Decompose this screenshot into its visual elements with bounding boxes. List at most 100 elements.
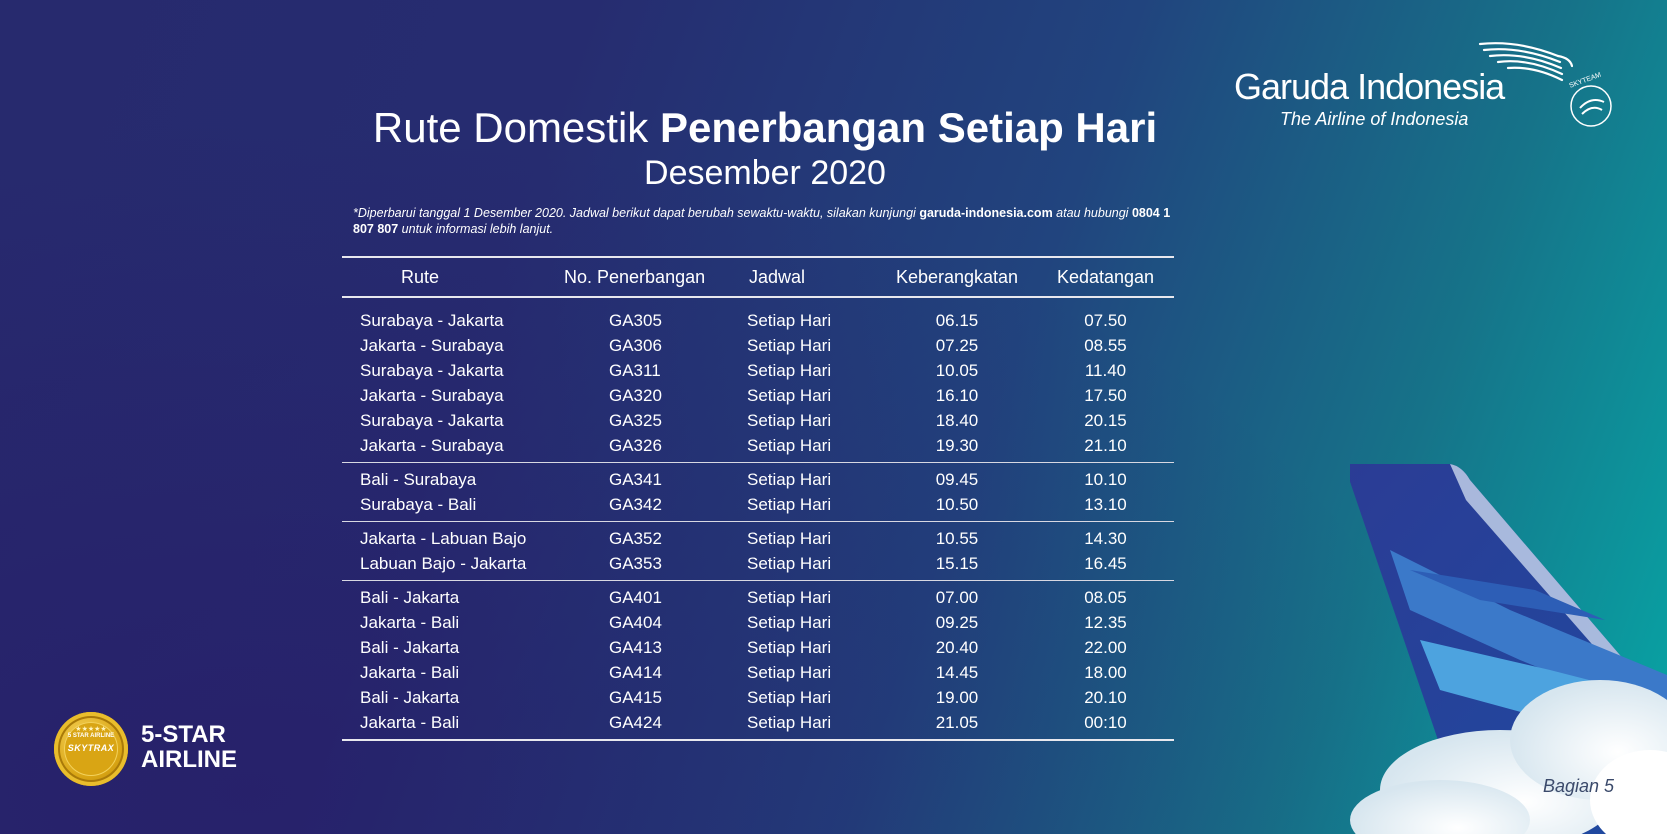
- cell-arrival: 16.45: [1084, 553, 1127, 573]
- garuda-indonesia-logo: Garuda Indonesia The Airline of Indonesi…: [1230, 40, 1630, 140]
- skyteam-logo-icon: SKYTEAM: [1568, 72, 1612, 127]
- table-row: Bali - Jakarta GA413 Setiap Hari 20.40 22.00: [342, 635, 1174, 660]
- cell-schedule: Setiap Hari: [747, 385, 832, 405]
- cell-flight-number: GA342: [609, 494, 662, 514]
- cell-schedule: Setiap Hari: [747, 528, 832, 548]
- cell-departure: 19.00: [935, 687, 979, 707]
- cell-arrival: 07.50: [1084, 310, 1127, 330]
- cell-schedule: Setiap Hari: [747, 410, 832, 430]
- note-text-1: *Diperbarui tanggal 1 Desember 2020. Jad…: [353, 206, 916, 220]
- cell-route: Jakarta - Bali: [360, 662, 460, 682]
- five-star-label: 5-STAR AIRLINE: [141, 722, 237, 772]
- update-note: *Diperbarui tanggal 1 Desember 2020. Jad…: [353, 205, 1173, 237]
- page-subtitle: Desember 2020: [644, 154, 886, 192]
- cell-departure: 06.15: [935, 310, 979, 330]
- table-row: Jakarta - Surabaya GA306 Setiap Hari 07.25 0…: [342, 333, 1174, 358]
- cell-route: Jakarta - Surabaya: [360, 335, 504, 355]
- brand-name: Garuda Indonesia: [1234, 66, 1505, 107]
- cell-route: Surabaya - Jakarta: [360, 410, 504, 430]
- cell-arrival: 00:10: [1084, 712, 1127, 732]
- five-star-line-2: AIRLINE: [141, 746, 237, 773]
- cell-route: Surabaya - Jakarta: [360, 310, 504, 330]
- badge-inner: [64, 722, 118, 776]
- cell-flight-number: GA414: [609, 662, 662, 682]
- cell-schedule: Setiap Hari: [747, 435, 832, 455]
- cell-arrival: 18.00: [1084, 662, 1127, 682]
- cell-departure: 07.00: [935, 587, 979, 607]
- cell-departure: 10.50: [935, 494, 979, 514]
- cell-route: Labuan Bajo - Jakarta: [360, 553, 527, 573]
- cell-departure: 16.10: [935, 385, 979, 405]
- note-text-3: untuk informasi lebih lanjut.: [401, 222, 554, 236]
- cell-route: Jakarta - Labuan Bajo: [360, 528, 527, 548]
- table-row: Jakarta - Labuan Bajo GA352 Setiap Hari 10.…: [342, 526, 1174, 551]
- garuda-bird-icon: [1478, 42, 1573, 82]
- cell-route: Jakarta - Bali: [360, 712, 460, 732]
- cell-flight-number: GA353: [609, 553, 662, 573]
- cell-schedule: Setiap Hari: [747, 587, 832, 607]
- table-row: Surabaya - Jakarta GA305 Setiap Hari 06.15 0…: [342, 308, 1174, 333]
- cell-arrival: 22.00: [1084, 637, 1127, 657]
- cell-schedule: Setiap Hari: [747, 335, 832, 355]
- cell-flight-number: GA325: [609, 410, 662, 430]
- cell-departure: 14.45: [935, 662, 979, 682]
- cell-arrival: 21.10: [1084, 435, 1127, 455]
- page-title: Rute Domestik Penerbangan Setiap Hari: [0, 104, 1530, 152]
- phone-number: 0804 1 807 807: [353, 206, 1171, 236]
- cell-route: Bali - Surabaya: [360, 469, 477, 489]
- five-star-line-1: 5-STAR: [141, 721, 226, 748]
- cell-departure: 10.05: [935, 360, 979, 380]
- note-text-2: atau hubungi: [1056, 206, 1129, 220]
- table-row: Bali - Surabaya GA341 Setiap Hari 09.45 10.1…: [342, 467, 1174, 492]
- website-link[interactable]: garuda-indonesia.com: [919, 206, 1053, 220]
- cell-schedule: Setiap Hari: [747, 612, 832, 632]
- header-flight-number: No. Penerbangan: [564, 266, 706, 287]
- cell-flight-number: GA311: [609, 360, 661, 380]
- cell-flight-number: GA401: [609, 587, 662, 607]
- cell-route: Surabaya - Bali: [360, 494, 477, 514]
- cell-arrival: 13.10: [1084, 494, 1127, 514]
- group-spacer: [342, 298, 1174, 308]
- header-arrival: Kedatangan: [1056, 266, 1155, 287]
- cell-flight-number: GA404: [609, 612, 662, 632]
- header-departure: Keberangkatan: [895, 266, 1019, 287]
- cell-arrival: 08.05: [1084, 587, 1127, 607]
- cell-arrival: 20.10: [1084, 687, 1127, 707]
- cell-departure: 07.25: [935, 335, 979, 355]
- cell-flight-number: GA415: [609, 687, 662, 707]
- cell-route: Bali - Jakarta: [360, 587, 460, 607]
- table-row: Jakarta - Bali GA424 Setiap Hari 21.05 00:10: [342, 710, 1174, 735]
- cell-flight-number: GA305: [609, 310, 662, 330]
- cell-departure: 20.40: [935, 637, 979, 657]
- cell-arrival: 20.15: [1084, 410, 1127, 430]
- aircraft-tail-illustration: [1350, 464, 1667, 834]
- cell-schedule: Setiap Hari: [747, 637, 832, 657]
- page-number: Bagian 5: [1543, 776, 1615, 796]
- group-divider: [342, 739, 1174, 741]
- cell-schedule: Setiap Hari: [747, 687, 832, 707]
- cell-departure: 19.30: [935, 435, 979, 455]
- table-body: Surabaya - Jakarta GA305 Setiap Hari 06.15 0…: [342, 298, 1174, 741]
- table-header-rule: [342, 296, 1174, 298]
- cell-route: Bali - Jakarta: [360, 687, 460, 707]
- cell-arrival: 12.35: [1084, 612, 1127, 632]
- table-row: Jakarta - Surabaya GA320 Setiap Hari 16.10 1…: [342, 383, 1174, 408]
- cell-schedule: Setiap Hari: [747, 712, 832, 732]
- cell-flight-number: GA341: [609, 469, 662, 489]
- table-row: Surabaya - Jakarta GA325 Setiap Hari 18.40 2…: [342, 408, 1174, 433]
- title-part-1: Rute Domestik: [372, 104, 649, 151]
- cell-arrival: 11.40: [1084, 360, 1127, 380]
- table-row: Surabaya - Bali GA342 Setiap Hari 10.50 13.1…: [342, 492, 1174, 517]
- cell-arrival: 08.55: [1084, 335, 1127, 355]
- group-divider: [342, 521, 1174, 522]
- cell-route: Jakarta - Bali: [360, 612, 460, 632]
- schedule-table: Rute No. Penerbangan Jadwal Keberangkata…: [342, 256, 1174, 741]
- group-divider: [342, 462, 1174, 463]
- cell-flight-number: GA352: [609, 528, 662, 548]
- table-row: Jakarta - Surabaya GA326 Setiap Hari 19.30 2…: [342, 433, 1174, 458]
- table-top-rule: [342, 256, 1174, 258]
- title-part-2: Penerbangan Setiap Hari: [659, 104, 1158, 151]
- badge-ring-text: 5 STAR AIRLINE: [67, 733, 115, 739]
- cell-schedule: Setiap Hari: [747, 469, 832, 489]
- cell-flight-number: GA320: [609, 385, 662, 405]
